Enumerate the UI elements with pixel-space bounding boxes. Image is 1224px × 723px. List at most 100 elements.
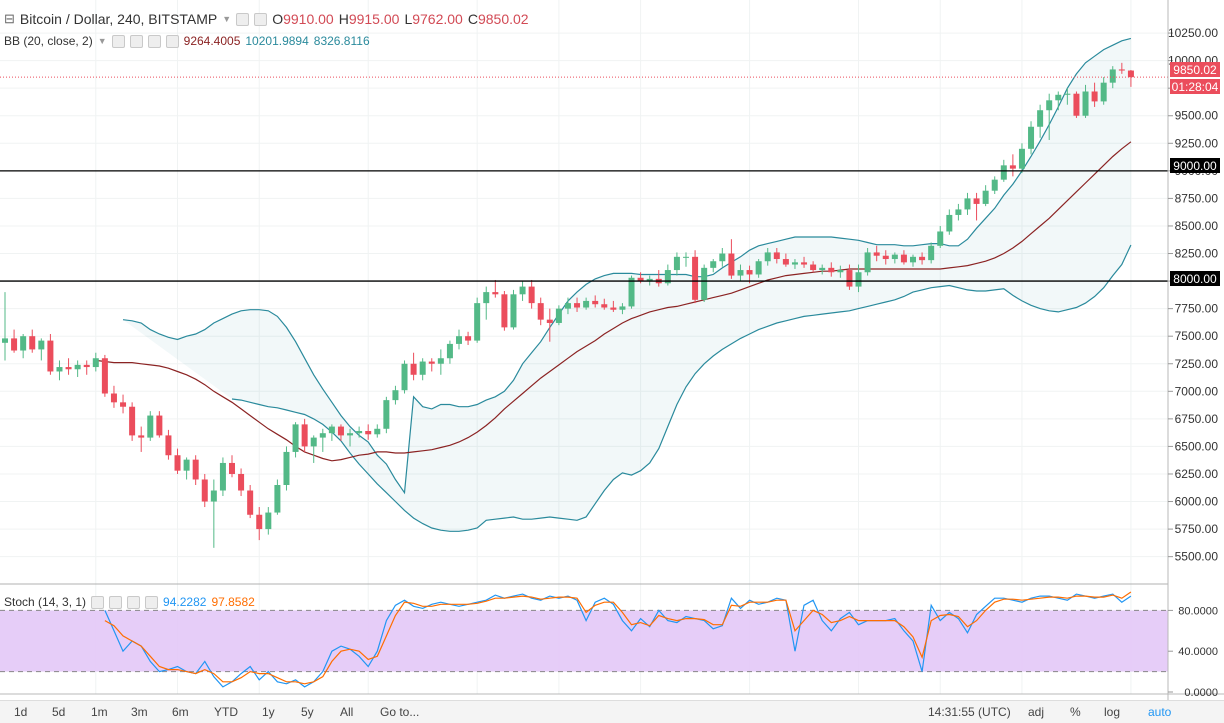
eye-icon[interactable] — [91, 595, 105, 609]
price-chart[interactable]: 5500.00 5750.00 6000.00 6250.00 6500.00 6750.… — [0, 0, 1224, 700]
candle-body — [564, 303, 571, 309]
goto-button[interactable]: Go to... — [380, 705, 420, 719]
candle-body — [900, 254, 907, 263]
open-label: O — [272, 11, 284, 27]
candle-body — [165, 435, 172, 456]
candle-body — [583, 300, 590, 308]
close-icon[interactable] — [165, 34, 179, 48]
collapse-icon[interactable]: ⊟ — [4, 11, 15, 26]
range-5d[interactable]: 5d — [52, 705, 66, 719]
price-axis[interactable]: 5500.00 5750.00 6000.00 6250.00 6500.00 6750.… — [1168, 26, 1218, 564]
range-1d[interactable]: 1d — [14, 705, 28, 719]
candle-body — [2, 338, 8, 343]
candle-body — [492, 292, 499, 295]
low-value: 9762.00 — [412, 11, 463, 27]
candle-body — [1064, 93, 1071, 95]
range-1m[interactable]: 1m — [91, 705, 108, 719]
stoch-label[interactable]: Stoch (14, 3, 1) — [4, 595, 87, 609]
candle-body — [437, 358, 444, 364]
adj-toggle[interactable]: adj — [1028, 705, 1045, 719]
x-tick-label: 13 — [253, 698, 267, 700]
candle-body — [819, 267, 826, 271]
range-3m[interactable]: 3m — [131, 705, 148, 719]
close-icon[interactable] — [145, 595, 159, 609]
candle-body — [692, 256, 699, 300]
candle-body — [74, 364, 81, 370]
candle-body — [156, 415, 163, 436]
range-all[interactable]: All — [340, 705, 354, 719]
candle-body — [791, 262, 798, 265]
candle-body — [773, 252, 780, 260]
bb-label[interactable]: BB (20, close, 2) — [4, 34, 93, 48]
eye-icon[interactable] — [236, 12, 250, 26]
candle-body — [1082, 91, 1089, 116]
bb-lower-line — [231, 244, 1132, 532]
candle-body — [401, 363, 408, 391]
time-axis[interactable]: 10 12:00 13 15 17 12:00 20 22 24 12:00 27 29 — [89, 698, 1138, 700]
x-tick-label: 24 — [852, 698, 866, 700]
candle-body — [337, 426, 344, 436]
candle-body — [555, 308, 562, 323]
y-tick-label: 8500.00 — [1175, 219, 1219, 233]
candle-body — [837, 270, 844, 273]
settings-icon[interactable] — [129, 34, 143, 48]
candle-body — [1118, 69, 1125, 71]
stoch-axis[interactable]: 0.0000 40.0000 80.0000 — [1168, 605, 1218, 699]
range-5y[interactable]: 5y — [301, 705, 314, 719]
candle-body — [891, 254, 898, 260]
candle-body — [1127, 70, 1134, 78]
stoch-legend: Stoch (14, 3, 1) 94.2282 97.8582 — [4, 595, 255, 609]
percent-toggle[interactable]: % — [1070, 705, 1081, 719]
y-tick-label: 9500.00 — [1175, 109, 1219, 123]
range-1y[interactable]: 1y — [262, 705, 275, 719]
settings-icon[interactable] — [254, 12, 268, 26]
settings-icon[interactable] — [109, 595, 123, 609]
horizontal-lines[interactable] — [0, 76, 1168, 282]
candle-body — [673, 256, 680, 271]
candle-body — [864, 252, 871, 273]
main-legend: ⊟ Bitcoin / Dollar, 240, BITSTAMP ▼ O 991… — [4, 11, 529, 27]
bb-basis-value: 9264.4005 — [183, 34, 241, 48]
symbol-title[interactable]: Bitcoin / Dollar, 240, BITSTAMP — [19, 11, 218, 27]
price-tags: 9850.02 01:28:04 9000.00 8000.00 — [1170, 62, 1220, 286]
candle-body — [710, 261, 717, 268]
candle-body — [937, 231, 944, 246]
y-tick-label: 7000.00 — [1175, 384, 1219, 398]
candle-body — [347, 433, 354, 436]
range-ytd[interactable]: YTD — [214, 705, 238, 719]
stoch-y-tick-label: 40.0000 — [1178, 646, 1218, 658]
bb-upper-value: 10201.9894 — [245, 34, 309, 48]
y-tick-label: 7250.00 — [1175, 357, 1219, 371]
candle-body — [301, 424, 308, 447]
stoch-k-value: 94.2282 — [163, 595, 207, 609]
candle-body — [283, 451, 290, 485]
countdown-text: 01:28:04 — [1172, 80, 1219, 94]
range-6m[interactable]: 6m — [172, 705, 189, 719]
candle-body — [101, 358, 108, 394]
candle-body — [764, 252, 771, 262]
candle-body — [919, 256, 926, 261]
candle-body — [683, 256, 689, 258]
chevron-down-icon[interactable]: ▼ — [222, 14, 232, 24]
candle-body — [310, 437, 317, 447]
candle-body — [537, 303, 544, 320]
bottom-toolbar: 1d 5d 1m 3m 6m YTD 1y 5y All Go to... 14… — [0, 700, 1224, 723]
bb-upper-line — [122, 37, 1132, 495]
eye-icon[interactable] — [111, 34, 125, 48]
candle-body — [29, 336, 36, 350]
candle-body — [755, 261, 762, 275]
candle-body — [356, 430, 363, 434]
auto-toggle[interactable]: auto — [1148, 705, 1172, 719]
candle-body — [92, 358, 99, 368]
candle-body — [1091, 91, 1098, 102]
utc-clock[interactable]: 14:31:55 (UTC) — [928, 705, 1011, 719]
format-icon[interactable] — [147, 34, 161, 48]
candle-body — [392, 390, 399, 401]
candle-body — [1073, 93, 1080, 116]
format-icon[interactable] — [127, 595, 141, 609]
chevron-down-icon[interactable]: ▼ — [97, 36, 107, 46]
y-tick-label: 6500.00 — [1175, 439, 1219, 453]
x-tick-label: 29 — [1124, 698, 1138, 700]
candle-body — [147, 415, 154, 438]
log-toggle[interactable]: log — [1104, 705, 1121, 719]
